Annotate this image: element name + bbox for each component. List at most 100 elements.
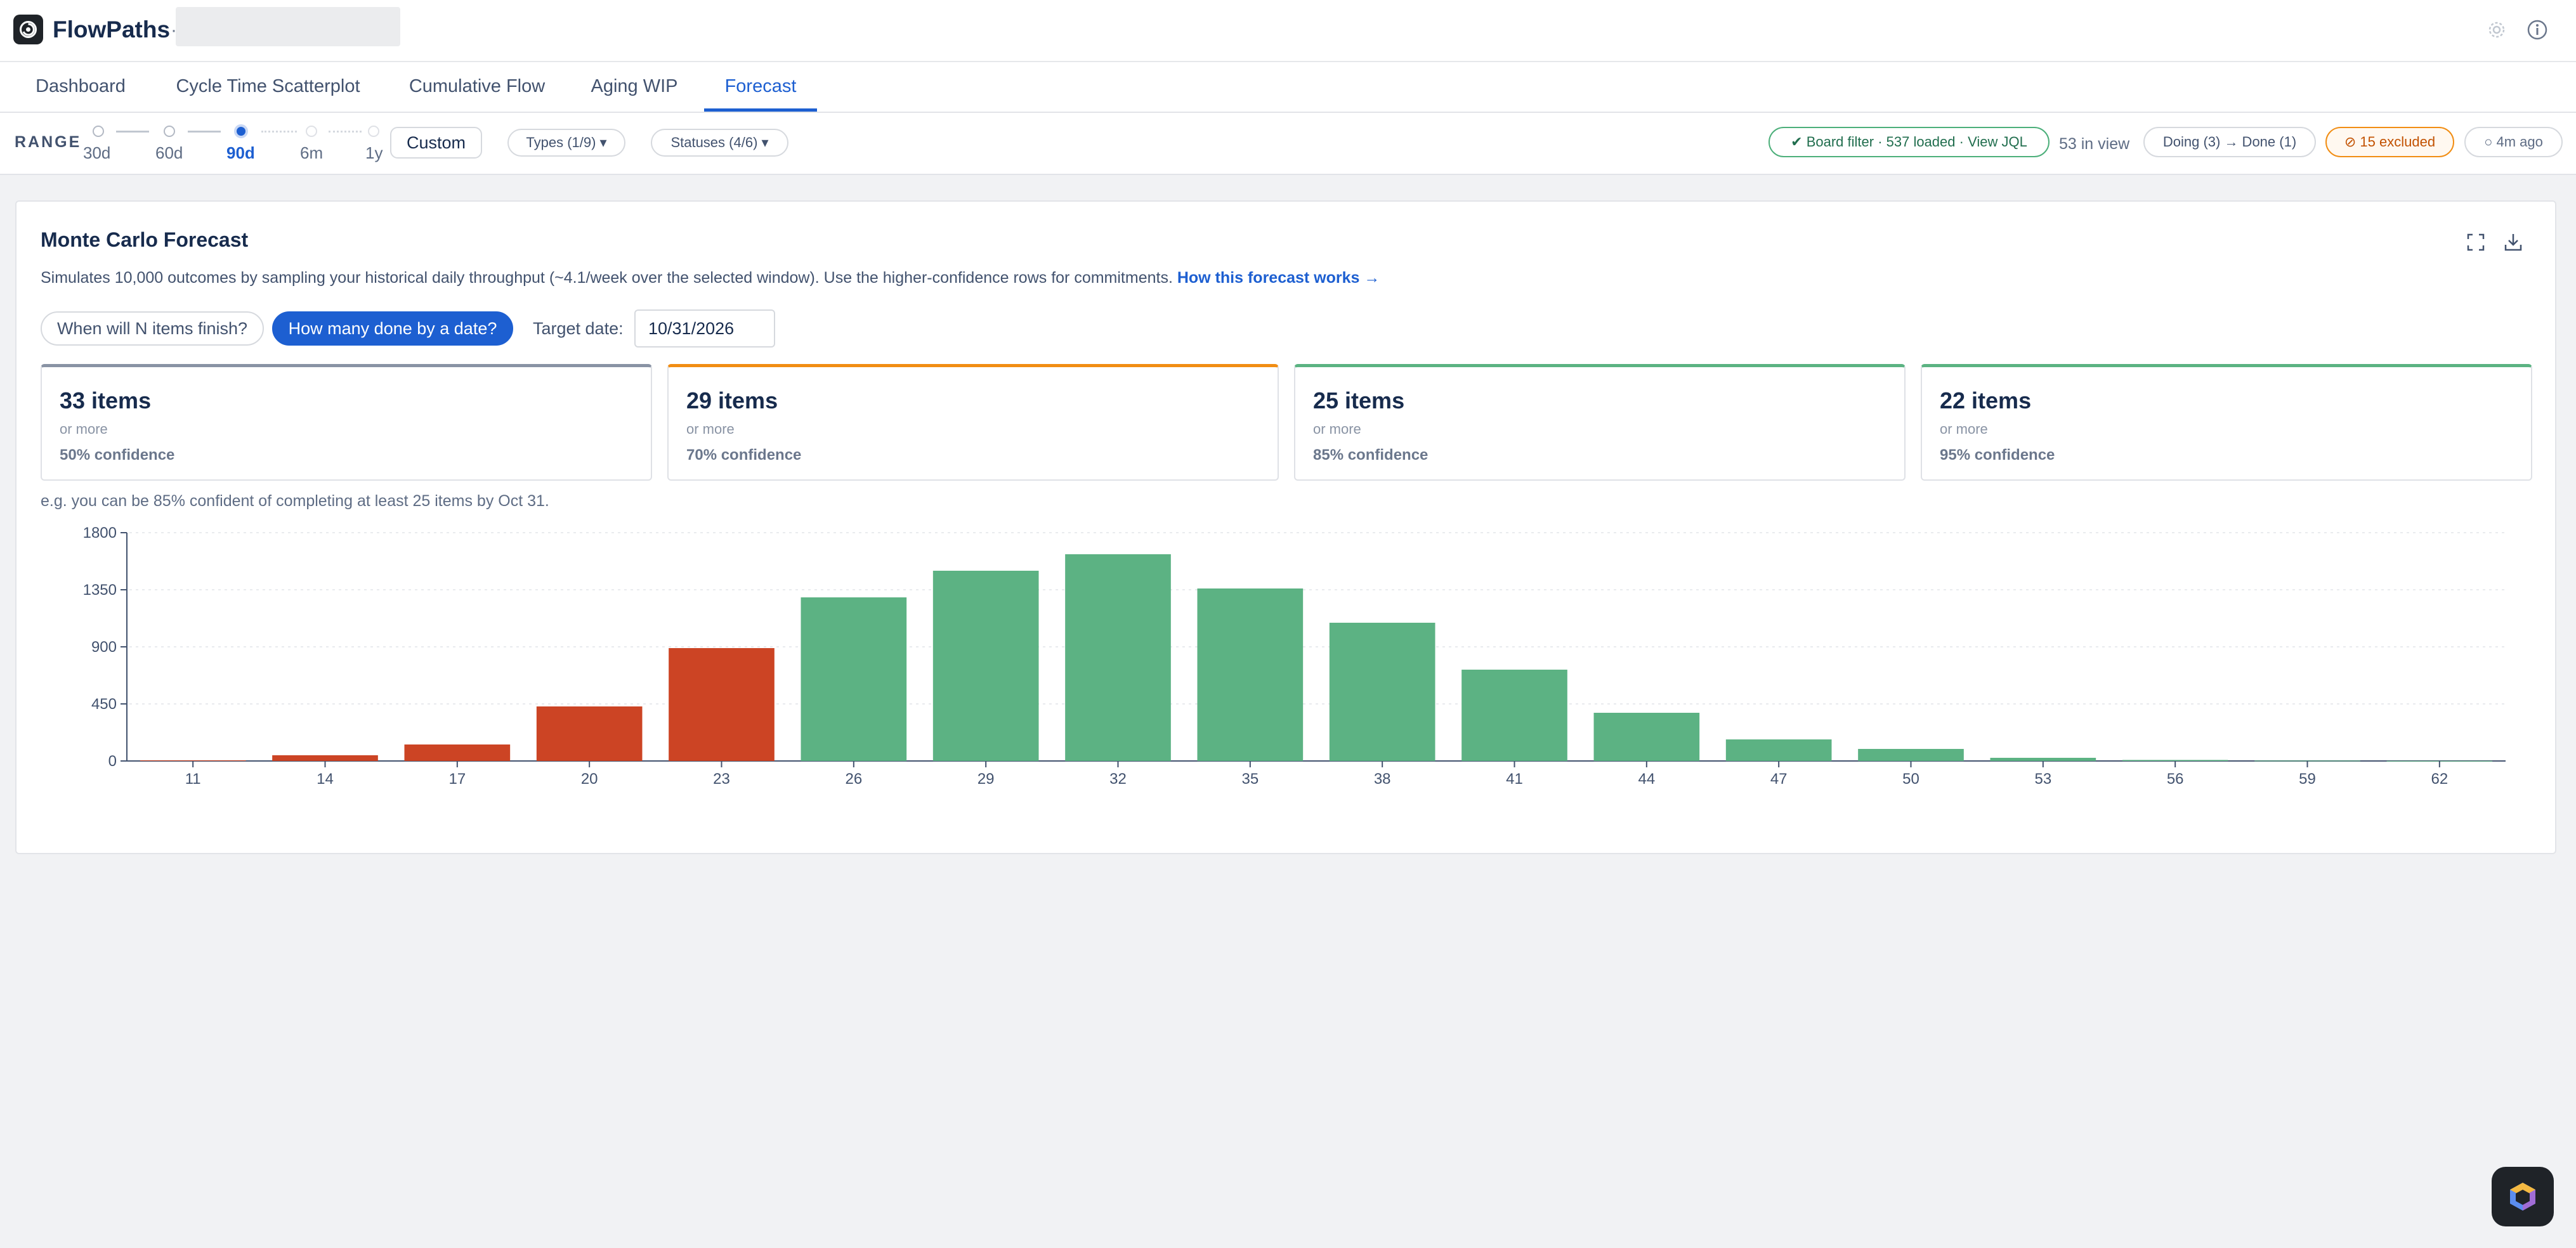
range-label: RANGE [15,133,82,151]
range-text-60d[interactable]: 60d [155,143,183,162]
histogram-bar [1065,554,1171,761]
last-updated-badge[interactable]: ○ 4m ago [2464,127,2563,157]
x-tick-label: 32 [1109,770,1127,788]
histogram-bar [1990,758,2096,761]
confidence-items: 22 items [1940,387,2032,413]
tab-cycle-time-scatterplot[interactable]: Cycle Time Scatterplot [176,76,360,96]
confidence-percent: 50% confidence [60,446,175,464]
assistant-icon [2510,1183,2535,1211]
range-track [188,131,221,133]
y-tick-label: 900 [91,639,117,656]
gear-icon[interactable] [2486,19,2507,41]
confidence-percent: 85% confidence [1313,446,1429,464]
forecast-title: Monte Carlo Forecast [41,228,249,251]
forecast-description-text: Simulates 10,000 outcomes by sampling yo… [41,269,1173,287]
x-tick-label: 59 [2299,770,2316,788]
range-text-90d[interactable]: 90d [226,143,255,162]
assistant-button[interactable] [2492,1167,2554,1226]
histogram-bar [140,760,246,761]
y-tick-label: 1800 [83,525,117,542]
info-icon[interactable] [2527,19,2548,41]
title-separator: · [171,20,177,41]
confidence-card-95: 22 items or more 95% confidence [1921,364,2532,481]
range-text-6m[interactable]: 6m [300,143,324,162]
confidence-more: or more [1940,421,1988,437]
x-tick-label: 56 [2167,770,2184,788]
histogram-bar [1725,739,1832,761]
types-filter-dropdown[interactable]: Types (1/9) ▾ [507,129,625,157]
tab-forecast[interactable]: Forecast [704,62,817,112]
histogram-bar [272,755,378,761]
x-tick-label: 11 [185,770,201,788]
x-tick-label: 47 [1770,770,1788,788]
x-tick-label: 50 [1902,770,1919,788]
histogram-bar [801,597,907,761]
excluded-badge[interactable]: ⊘ 15 excluded [2325,127,2454,157]
confidence-percent: 70% confidence [686,446,802,464]
download-icon[interactable] [2504,232,2523,252]
project-selector[interactable] [176,7,400,46]
confidence-more: or more [1313,421,1361,437]
histogram-bar [669,648,775,761]
tab-cumulative-flow[interactable]: Cumulative Flow [409,76,546,96]
tab-aging-wip[interactable]: Aging WIP [591,76,678,96]
x-tick-label: 53 [2034,770,2051,788]
forecast-help-link[interactable]: How this forecast works → [1177,269,1380,287]
x-tick-label: 26 [845,770,862,788]
confidence-card-70: 29 items or more 70% confidence [667,364,1279,481]
range-track [261,131,297,133]
filter-toolbar: RANGE 30d 60d 90d 6m 1y Custom Types (1/… [0,113,2576,175]
x-tick-label: 38 [1374,770,1391,788]
app-header: FlowPaths · [0,0,2576,62]
histogram-bar [1197,588,1304,761]
board-filter-badge[interactable]: ✔ Board filter · 537 loaded · View JQL [1769,127,2050,157]
y-tick-label: 1350 [83,582,117,599]
histogram-bar [1858,749,1964,761]
x-tick-label: 17 [448,770,466,788]
forecast-description: Simulates 10,000 outcomes by sampling yo… [41,269,1380,287]
forecast-example-text: e.g. you can be 85% confident of complet… [41,492,549,510]
range-text-1y[interactable]: 1y [365,143,383,162]
histogram-bar [1461,670,1567,761]
range-track [329,131,362,133]
range-option-30d[interactable] [93,126,104,137]
histogram-bar [404,744,511,761]
range-option-90d[interactable] [234,124,248,138]
forecast-histogram: 0 450 900 1350 1800 11 14 17 20 23 26 29 32 35 38 41 44 4… [83,525,2506,788]
x-tick-label: 62 [2431,770,2448,788]
x-tick-label: 20 [581,770,598,788]
confidence-more: or more [60,421,108,437]
range-option-60d[interactable] [164,126,175,137]
range-option-1y[interactable] [368,126,379,137]
mode-how-many-by-date-button[interactable]: How many done by a date? [272,311,513,346]
histogram-bar [2254,760,2360,762]
x-tick-label: 14 [317,770,334,788]
target-date-label: Target date: [533,319,624,338]
x-tick-label: 29 [977,770,995,788]
confidence-card-50: 33 items or more 50% confidence [41,364,652,481]
mode-when-n-items-button[interactable]: When will N items finish? [41,311,264,346]
y-tick-label: 0 [108,753,117,770]
confidence-items: 33 items [60,387,152,413]
x-tick-label: 44 [1638,770,1655,788]
histogram-bar [536,706,643,761]
x-tick-label: 41 [1506,770,1523,788]
doing-done-badge[interactable]: Doing (3) → Done (1) [2143,127,2316,157]
histogram-bar [1593,713,1700,761]
confidence-more: or more [686,421,735,437]
range-option-6m[interactable] [306,126,317,137]
y-tick-label: 450 [91,696,117,713]
tab-dashboard[interactable]: Dashboard [36,76,126,96]
statuses-filter-dropdown[interactable]: Statuses (4/6) ▾ [651,129,788,157]
confidence-items: 29 items [686,387,778,413]
range-text-30d[interactable]: 30d [83,143,111,162]
flowpaths-logo-icon[interactable] [13,15,43,44]
main-tabs: Dashboard Cycle Time Scatterplot Cumulat… [0,62,2576,113]
expand-icon[interactable] [2466,233,2485,252]
target-date-input[interactable] [634,309,775,348]
histogram-bar [1329,623,1435,761]
app-title: FlowPaths [53,16,171,42]
x-tick-label: 35 [1241,770,1259,788]
range-track [116,131,149,133]
custom-range-button[interactable]: Custom [390,127,482,159]
